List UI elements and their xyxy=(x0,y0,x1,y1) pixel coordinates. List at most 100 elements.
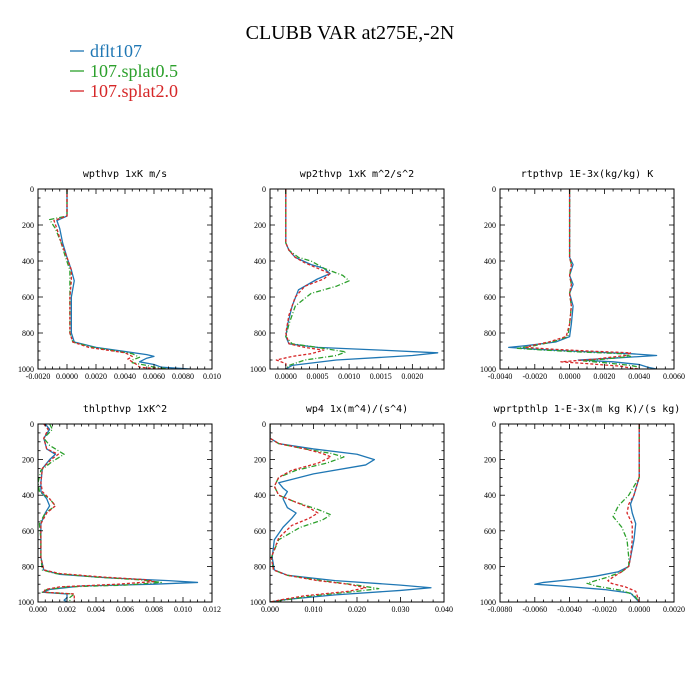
x-tick-label: -0.0040 xyxy=(488,372,513,381)
x-tick-label: 0.0000 xyxy=(559,372,581,381)
y-tick-label: 200 xyxy=(484,221,496,230)
plot-frame xyxy=(499,423,675,603)
y-tick-label: 400 xyxy=(484,491,496,500)
x-tick-label: 0.0015 xyxy=(370,372,392,381)
series-line xyxy=(40,424,199,602)
y-tick-label: 600 xyxy=(484,293,496,302)
x-tick-label: 0.030 xyxy=(392,605,410,614)
panels: wpthvp 1xK m/s 0 200 400 600 800 1000 -0.0020 0.… xyxy=(18,169,685,614)
y-tick-label: 600 xyxy=(254,527,266,536)
x-tick-label: 0.0020 xyxy=(401,372,423,381)
x-tick-label: -0.0020 xyxy=(522,372,547,381)
y-tick-label: 1000 xyxy=(480,365,496,374)
y-tick-label: 800 xyxy=(254,329,266,338)
x-tick-label: 0.000 xyxy=(261,605,279,614)
y-tick-label: 200 xyxy=(484,456,496,465)
panel-title: wprtpthlp 1-E-3x(m kg K)/(s kg) xyxy=(494,404,681,415)
series-line xyxy=(270,424,432,602)
series-line xyxy=(275,189,331,369)
y-tick-label: 0 xyxy=(30,420,34,429)
panel: rtpthvp 1E-3x(kg/kg) K02004006008001000-… xyxy=(480,169,685,381)
series-line xyxy=(607,424,640,602)
series-line xyxy=(534,424,640,602)
x-tick-label: 0.0060 xyxy=(143,372,165,381)
legend-label: 107.splat2.0 xyxy=(90,81,178,101)
x-tick-label: 0.0005 xyxy=(306,372,328,381)
x-tick-label: 0.0040 xyxy=(628,372,650,381)
x-tick-label: 0.020 xyxy=(348,605,366,614)
y-tick-label: 0 xyxy=(492,185,496,194)
figure-title: CLUBB VAR at275E,-2N xyxy=(246,22,455,44)
series-line xyxy=(40,424,155,602)
y-tick-label: 1000 xyxy=(18,598,34,607)
series-line xyxy=(516,189,640,369)
x-tick-label: 0.010 xyxy=(174,605,192,614)
y-tick-label: 200 xyxy=(254,456,266,465)
plot-frame xyxy=(499,188,675,370)
y-tick-label: 400 xyxy=(484,257,496,266)
x-tick-label: -0.0020 xyxy=(592,605,617,614)
x-tick-label: 0.008 xyxy=(145,605,163,614)
x-tick-label: 0.0060 xyxy=(663,372,685,381)
panel: wp2thvp 1xK m^2/s^2 0 200 400 600 800 1000 0.00… xyxy=(250,169,445,381)
x-tick-label: 0.0020 xyxy=(85,372,107,381)
series-line xyxy=(525,189,640,369)
y-tick-label: 800 xyxy=(484,329,496,338)
x-tick-label: 0.002 xyxy=(58,605,76,614)
y-tick-label: 0 xyxy=(262,185,266,194)
series-line xyxy=(56,189,191,369)
x-tick-label: 0.0020 xyxy=(593,372,615,381)
series-line xyxy=(508,189,658,369)
panel-title: thlpthvp 1xK^2 xyxy=(83,404,167,415)
series-line xyxy=(285,189,439,369)
legend-label: dflt107 xyxy=(90,41,142,61)
y-tick-label: 400 xyxy=(254,257,266,266)
y-tick-label: 200 xyxy=(254,221,266,230)
series-line xyxy=(38,424,162,602)
panel-title: wp2thvp 1xK m^2/s^2 xyxy=(300,169,414,180)
panel-title: wpthvp 1xK m/s xyxy=(83,169,167,180)
y-tick-label: 400 xyxy=(22,257,34,266)
y-tick-label: 400 xyxy=(254,491,266,500)
x-tick-label: 0.0040 xyxy=(114,372,136,381)
y-tick-label: 1000 xyxy=(250,365,266,374)
y-tick-label: 600 xyxy=(484,527,496,536)
plot-frame xyxy=(37,188,213,370)
y-tick-label: 800 xyxy=(22,562,34,571)
x-tick-label: 0.0020 xyxy=(663,605,685,614)
x-tick-label: 0.0010 xyxy=(338,372,360,381)
y-tick-label: 600 xyxy=(22,527,34,536)
y-tick-label: 800 xyxy=(484,562,496,571)
y-tick-label: 1000 xyxy=(480,598,496,607)
x-tick-label: -0.0020 xyxy=(26,372,51,381)
series-line xyxy=(270,424,367,602)
y-tick-label: 600 xyxy=(22,293,34,302)
y-tick-label: 600 xyxy=(254,293,266,302)
y-tick-label: 800 xyxy=(22,329,34,338)
y-tick-label: 0 xyxy=(492,420,496,429)
panel: wpthvp 1xK m/s 0 200 400 600 800 1000-0.0020 0.… xyxy=(18,169,221,381)
series-line xyxy=(270,424,380,602)
x-tick-label: 0.004 xyxy=(87,605,105,614)
y-tick-label: 800 xyxy=(254,562,266,571)
series-line xyxy=(53,189,162,369)
x-tick-label: 0.0000 xyxy=(628,605,650,614)
panel: wprtpthlp 1-E-3x(m kg K)/(s kg) 0 200 400 60… xyxy=(480,404,685,614)
legend-label: 107.splat0.5 xyxy=(90,61,178,81)
panel-title: rtpthvp 1E-3x(kg/kg) K xyxy=(521,169,653,180)
series-line xyxy=(285,189,350,369)
x-tick-label: 0.012 xyxy=(203,605,221,614)
plot-frame xyxy=(269,188,445,370)
panel-title: wp4 1x(m^4)/(s^4) xyxy=(306,404,408,415)
y-tick-label: 200 xyxy=(22,221,34,230)
x-tick-label: 0.0000 xyxy=(56,372,78,381)
y-tick-label: 200 xyxy=(22,456,34,465)
x-tick-label: 0.0080 xyxy=(172,372,194,381)
y-tick-label: 0 xyxy=(262,420,266,429)
x-tick-label: -0.0040 xyxy=(557,605,582,614)
x-tick-label: 0.010 xyxy=(305,605,323,614)
